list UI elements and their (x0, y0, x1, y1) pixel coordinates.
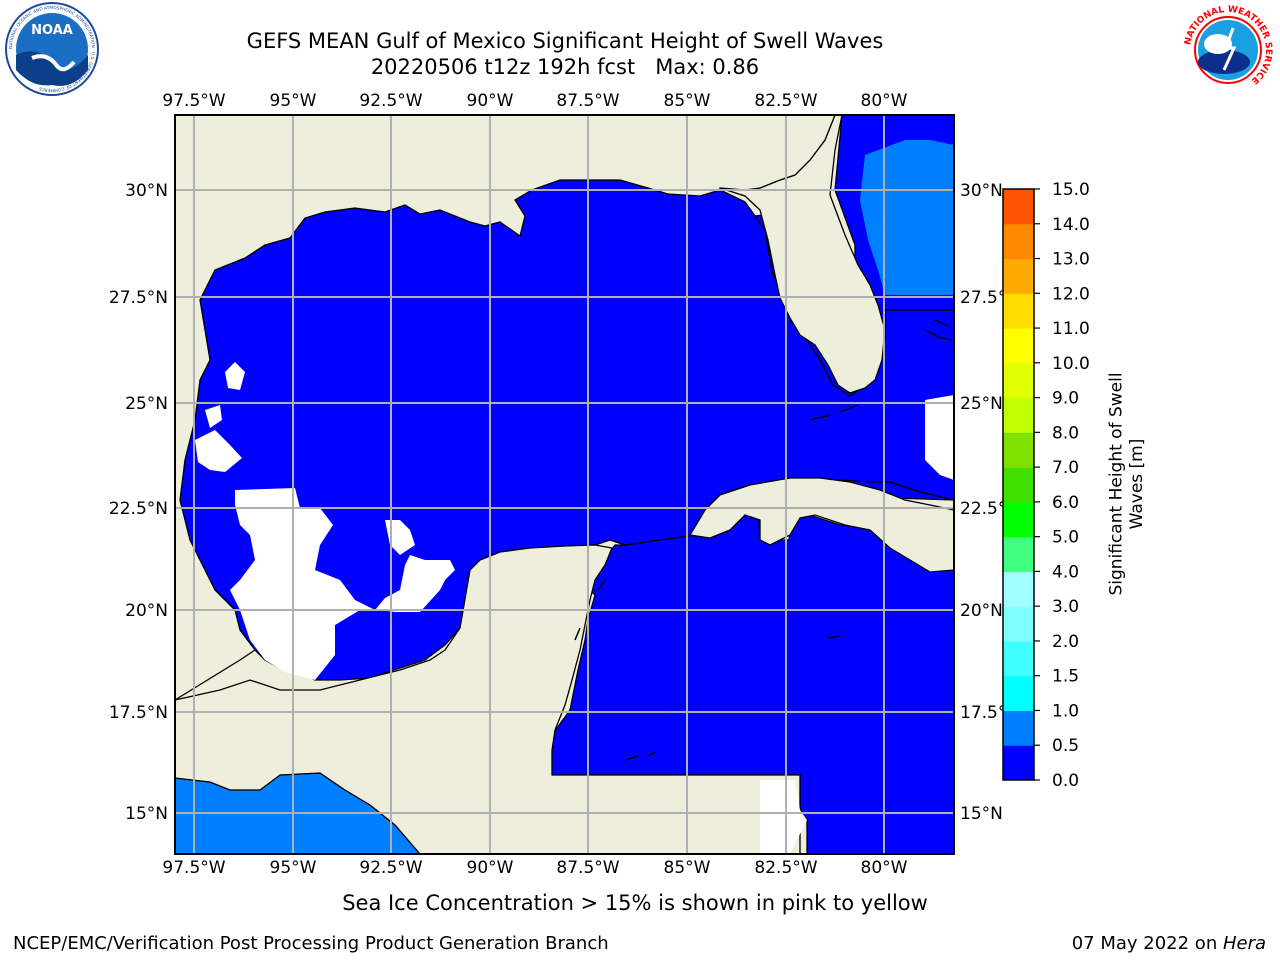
colorbar-segment (1003, 745, 1034, 781)
latitude-label: 27.5°N (109, 288, 168, 308)
colorbar-tick-label: 0.0 (1052, 771, 1079, 791)
colorbar-segment (1003, 328, 1034, 364)
latitude-label: 25°N (125, 394, 168, 414)
latitude-label: 17.5°N (109, 703, 168, 723)
colorbar-tick-label: 11.0 (1052, 319, 1090, 339)
latitude-label: 20°N (960, 601, 1003, 621)
colorbar-segment (1003, 640, 1034, 677)
latitude-label: 15°N (125, 804, 168, 824)
island-outlines (574, 579, 841, 761)
colorbar-segment (1003, 675, 1034, 711)
latitude-label: 25°N (960, 394, 1003, 414)
map-frame (174, 114, 955, 855)
footer-date: 07 May 2022 on Hera (1072, 933, 1266, 954)
latitude-label: 30°N (125, 181, 168, 201)
longitude-label: 90°W (467, 858, 514, 878)
longitude-labels-top: 97.5°W 95°W 92.5°W 90°W 87.5°W 85°W 82.5°W 80°W (162, 91, 907, 111)
noaa-logo: NOAA NATIONAL OCEANIC AND ATMOSPHERIC AD… (5, 2, 99, 96)
colorbar-tick-label: 2.0 (1052, 632, 1079, 652)
colorbar-segment (1003, 606, 1034, 642)
longitude-labels-bottom: 97.5°W 95°W 92.5°W 90°W 87.5°W 85°W 82.5°W 80°W (162, 858, 907, 878)
footer-credit: NCEP/EMC/Verification Post Processing Pr… (13, 933, 609, 954)
yucatan-land (175, 544, 801, 854)
colorbar-tick-label: 15.0 (1052, 180, 1090, 200)
colorbar-label-line: Significant Height of Swell (1106, 372, 1126, 595)
colorbar-tick-label: 0.5 (1052, 736, 1079, 756)
longitude-label: 92.5°W (359, 858, 422, 878)
colorbar-tick-label: 13.0 (1052, 250, 1090, 270)
colorbar-segment (1003, 432, 1034, 468)
footer-host: Hera (1222, 933, 1266, 954)
longitude-label: 95°W (270, 858, 317, 878)
nws-logo: NATIONAL WEATHER SERVICE (1182, 4, 1274, 96)
colorbar-tick-label: 6.0 (1052, 493, 1079, 513)
latitude-label: 20°N (125, 601, 168, 621)
colorbar-segment (1003, 223, 1034, 260)
colorbar-segment (1003, 258, 1034, 294)
colorbar-tick-label: 12.0 (1052, 284, 1090, 304)
sea-ice-note: Sea Ice Concentration > 15% is shown in … (342, 891, 928, 915)
chart-subtitle: 20220506 t12z 192h fcst Max: 0.86 (370, 55, 760, 79)
longitude-label: 80°W (861, 91, 908, 111)
colorbar-segment (1003, 397, 1034, 433)
colorbar-tick-label: 8.0 (1052, 423, 1079, 443)
colorbar-tick-label: 4.0 (1052, 562, 1079, 582)
colorbar-segment (1003, 710, 1034, 746)
longitude-label: 82.5°W (754, 858, 817, 878)
colorbar-segment (1003, 189, 1034, 225)
colorbar-tick-label: 5.0 (1052, 528, 1079, 548)
colorbar-tick-label: 3.0 (1052, 597, 1079, 617)
longitude-label: 85°W (664, 858, 711, 878)
colorbar-segment (1003, 467, 1034, 503)
colorbar-tick-label: 7.0 (1052, 458, 1079, 478)
colorbar-segment (1003, 501, 1034, 538)
latitude-label: 15°N (960, 804, 1003, 824)
colorbar-tick-label: 10.0 (1052, 354, 1090, 374)
graticule (175, 115, 954, 854)
latitude-label: 22.5°N (109, 499, 168, 519)
latitude-labels-left: 30°N 27.5°N 25°N 22.5°N 20°N 17.5°N 15°N (109, 181, 168, 824)
longitude-label: 82.5°W (754, 91, 817, 111)
longitude-label: 97.5°W (162, 858, 225, 878)
colorbar: 0.0 0.5 1.0 1.5 2.0 3.0 4.0 5.0 6.0 7.0 8.0 9.0 10.0… (1002, 180, 1090, 791)
colorbar-segment (1003, 571, 1034, 607)
colorbar-segment (1003, 536, 1034, 572)
longitude-label: 80°W (861, 858, 908, 878)
cuba-land (688, 477, 954, 573)
longitude-label: 92.5°W (359, 91, 422, 111)
bahamas-land (809, 319, 953, 421)
colorbar-segment (1003, 362, 1034, 399)
footer-date-text: 07 May 2022 on (1071, 933, 1223, 954)
colorbar-segment (1003, 293, 1034, 329)
map-panel (175, 115, 954, 854)
colorbar-frame (1002, 188, 1035, 781)
colorbar-tick-label: 9.0 (1052, 389, 1079, 409)
noaa-logo-text: NOAA (31, 23, 73, 38)
longitude-label: 90°W (467, 91, 514, 111)
colorbar-tick-label: 14.0 (1052, 215, 1090, 235)
colorbar-label-line: Waves [m] (1127, 439, 1147, 530)
chart-title: GEFS MEAN Gulf of Mexico Significant Hei… (246, 29, 884, 53)
no-data-regions (195, 362, 954, 854)
longitude-label: 97.5°W (162, 91, 225, 111)
colorbar-tick-label: 1.0 (1052, 701, 1079, 721)
longitude-label: 87.5°W (556, 91, 619, 111)
longitude-label: 87.5°W (556, 858, 619, 878)
colorbar-tick-label: 1.5 (1052, 667, 1079, 687)
colorbar-label: Significant Height of SwellWaves [m] (1106, 372, 1146, 595)
longitude-label: 85°W (664, 91, 711, 111)
longitude-label: 95°W (270, 91, 317, 111)
latitude-label: 30°N (960, 181, 1003, 201)
